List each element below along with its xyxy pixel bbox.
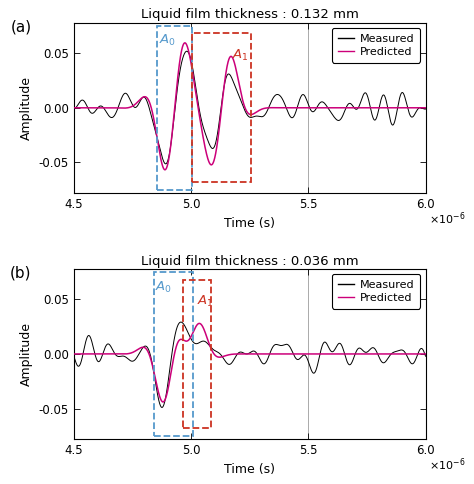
Text: $\times10^{-6}$: $\times10^{-6}$ [429, 210, 465, 227]
Bar [183, 280, 211, 428]
Text: $\times10^{-6}$: $\times10^{-6}$ [429, 456, 465, 473]
Text: (b): (b) [10, 265, 32, 280]
Y-axis label: Amplitude: Amplitude [20, 322, 33, 386]
Bar [157, 26, 192, 190]
Legend: Measured, Predicted: Measured, Predicted [332, 28, 420, 62]
Text: $A_0$: $A_0$ [159, 33, 176, 48]
Text: $A_0$: $A_0$ [155, 280, 172, 295]
Y-axis label: Amplitude: Amplitude [20, 76, 33, 140]
X-axis label: Time (s): Time (s) [224, 463, 275, 476]
Text: $A_1$: $A_1$ [232, 47, 249, 63]
Title: Liquid film thickness : 0.132 mm: Liquid film thickness : 0.132 mm [141, 8, 359, 21]
Legend: Measured, Predicted: Measured, Predicted [332, 274, 420, 309]
Bar [154, 272, 193, 436]
X-axis label: Time (s): Time (s) [224, 216, 275, 229]
Text: $A_1$: $A_1$ [197, 294, 214, 309]
Title: Liquid film thickness : 0.036 mm: Liquid film thickness : 0.036 mm [141, 255, 358, 268]
Bar [192, 33, 251, 182]
Text: (a): (a) [10, 19, 32, 34]
